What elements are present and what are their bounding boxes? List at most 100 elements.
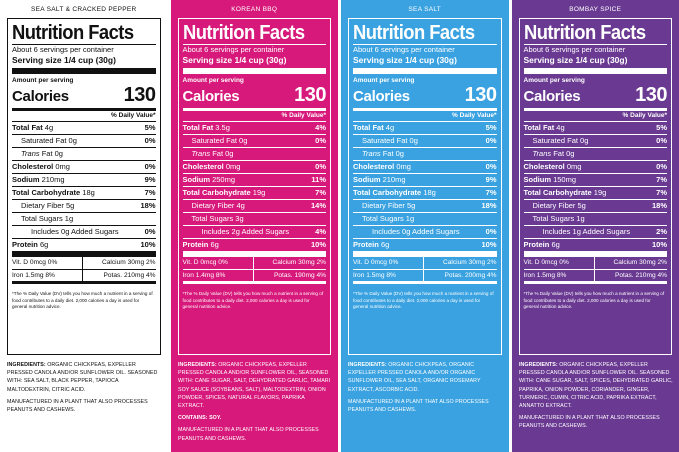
added-sugars-row: Includes 0g Added Sugars 0% (12, 225, 156, 238)
saturated-fat-row: Saturated Fat 0g 0% (353, 134, 497, 147)
calcium: Calcium 30mg 2% (423, 257, 497, 269)
nutrient-label: Sodium (12, 174, 40, 184)
serving-size: Serving size 1/4 cup (30g) (353, 55, 457, 65)
trans-label: Trans (532, 148, 552, 158)
nutrient-label: Total Fat (523, 122, 555, 132)
facility-statement: MANUFACTURED IN A PLANT THAT ALSO PROCES… (518, 415, 660, 430)
panel-sea-salt-cracked-pepper: SEA SALT & CRACKED PEPPER Nutrition Fact… (0, 0, 168, 452)
sugars-row: Total Sugars 1g (523, 212, 667, 225)
nutrient-label: Protein (12, 239, 38, 249)
calories-label: Calories (353, 88, 410, 105)
nutrient-label: Dietary Fiber 5g (21, 200, 75, 210)
nutrient-label: Sodium (182, 174, 211, 184)
vitamins-row-2: Iron 1.5mg 8% Potas. 200mg 4% (353, 269, 497, 281)
nutrient-label: Fat 0g (551, 148, 575, 158)
nutrient-label: Protein (182, 239, 209, 249)
sodium-row: Sodium 150mg 7% (523, 173, 667, 186)
serving-size: Serving size 1/4 cup (30g) (182, 55, 287, 65)
amount-per-serving: Amount per serving (353, 77, 415, 84)
nutrient-label: Saturated Fat 0g (21, 135, 77, 145)
vitamins-row-1: Vit. D 0mcg 0% Calcium 30mg 2% (524, 257, 667, 269)
calories-row: Calories 130 (183, 85, 327, 105)
nutrient-label: Total Sugars 1g (532, 213, 585, 223)
panel-korean-bbq: KOREAN BBQ Nutrition Facts About 6 servi… (170, 0, 338, 452)
nutrient-label: Dietary Fiber 5g (532, 200, 586, 210)
calcium: Calcium 30mg 2% (82, 257, 156, 269)
nutrient-dv: 0% (315, 135, 326, 145)
iron: Iron 1.5mg 8% (12, 272, 55, 279)
vitamins-row-2: Iron 1.5mg 8% Potas. 210mg 4% (12, 269, 156, 281)
ingredients-block: INGREDIENTS: ORGANIC CHICKPEAS, EXPELLER… (178, 361, 332, 443)
ingredients-text: ORGANIC CHICKPEAS, ORGANIC EXPELLER PRES… (348, 362, 481, 393)
ingredients-block: INGREDIENTS: ORGANIC CHICKPEAS, ORGANIC … (348, 361, 502, 414)
ingredients-text: ORGANIC CHICKPEAS, EXPELLER PRESSED CANO… (7, 362, 158, 393)
daily-value-header: % Daily Value* (452, 112, 497, 119)
fiber-row: Dietary Fiber 5g 18% (353, 199, 497, 212)
protein-row: Protein 6g 10% (523, 238, 667, 251)
nutrient-dv: 9% (485, 174, 497, 184)
nutrient-dv: 0% (485, 135, 497, 145)
nutrition-facts-title: Nutrition Facts (353, 22, 475, 44)
potassium: Potas. 210mg 4% (82, 270, 156, 281)
nutrient-dv: 5% (485, 122, 497, 132)
ingredients-block: INGREDIENTS: ORGANIC CHICKPEAS, EXPELLER… (7, 361, 161, 414)
vitamin-d: Vit. D 0mcg 0% (12, 259, 58, 266)
nutrient-label: Cholesterol (182, 161, 224, 171)
protein-row: Protein 6g 10% (182, 238, 326, 251)
facility-statement: MANUFACTURED IN A PLANT THAT ALSO PROCES… (348, 398, 489, 414)
nutrient-amount: 210mg (382, 174, 406, 184)
calories-value: 130 (464, 84, 497, 106)
nutrient-label: Protein (353, 239, 379, 249)
nutrient-amount: 0mg (566, 161, 582, 171)
sodium-row: Sodium 210mg 9% (12, 173, 156, 186)
nutrient-dv: 10% (310, 239, 326, 249)
iron: Iron 1.5mg 8% (523, 272, 567, 279)
amount-per-serving: Amount per serving (523, 77, 585, 84)
nutrient-dv: 18% (481, 200, 497, 210)
vitamin-d: Vit. D 0mcg 0% (353, 259, 399, 266)
carbohydrate-row: Total Carbohydrate 18g 7% (12, 186, 156, 199)
cholesterol-row: Cholesterol 0mg 0% (353, 160, 497, 173)
saturated-fat-row: Saturated Fat 0g 0% (523, 134, 667, 147)
carbohydrate-row: Total Carbohydrate 19g 7% (182, 186, 326, 199)
potassium: Potas. 200mg 4% (423, 270, 497, 281)
nutrient-label: Total Sugars 3g (191, 213, 244, 223)
nutrient-label: Total Fat (182, 122, 214, 132)
nutrient-amount: 4g (44, 122, 54, 132)
nutrient-dv: 0% (315, 161, 326, 171)
vitamins-row-2: Iron 1.5mg 8% Potas. 210mg 4% (523, 269, 667, 281)
calories-label: Calories (12, 88, 69, 105)
nutrition-facts-label: Nutrition Facts About 6 servings per con… (518, 18, 672, 355)
potassium: Potas. 210mg 4% (593, 270, 667, 281)
nutrient-dv: 7% (315, 187, 326, 197)
sugars-row: Total Sugars 1g (12, 212, 156, 225)
nutrition-facts-title: Nutrition Facts (523, 22, 646, 44)
nutrition-facts-title: Nutrition Facts (12, 22, 134, 44)
nutrient-dv: 5% (656, 122, 667, 132)
nutrient-amount: 210mg (41, 174, 65, 184)
ingredients-block: INGREDIENTS: ORGANIC CHICKPEAS, EXPELLER… (519, 361, 673, 431)
nutrient-label: Cholesterol (523, 161, 565, 171)
nutrient-dv: 10% (651, 239, 667, 249)
added-sugars-row: Includes 2g Added Sugars 4% (182, 225, 326, 238)
nutrient-label: Protein (523, 239, 550, 249)
nutrient-dv: 0% (144, 161, 156, 171)
panel-sea-salt: SEA SALT Nutrition Facts About 6 serving… (341, 0, 509, 452)
fiber-row: Dietary Fiber 5g 18% (523, 199, 667, 212)
fiber-row: Dietary Fiber 4g 14% (182, 199, 326, 212)
flavor-name: SEA SALT & CRACKED PEPPER (30, 6, 137, 13)
nutrient-label: Total Carbohydrate (182, 187, 251, 197)
daily-value-footnote: *The % Daily Value (DV) tells you how mu… (353, 291, 494, 309)
nutrient-label: Includes 2g Added Sugars (201, 226, 290, 236)
trans-label: Trans (191, 148, 211, 158)
nutrient-dv: 9% (144, 174, 156, 184)
iron: Iron 1.4mg 8% (182, 272, 226, 279)
ingredients-label: INGREDIENTS: (348, 362, 387, 368)
facility-statement: MANUFACTURED IN A PLANT THAT ALSO PROCES… (7, 398, 148, 414)
nutrient-amount: 4g (556, 122, 565, 132)
serving-size: Serving size 1/4 cup (30g) (12, 55, 116, 65)
nutrient-amount: 18g (423, 187, 436, 197)
protein-row: Protein 6g 10% (353, 238, 497, 251)
nutrient-dv: 0% (656, 135, 667, 145)
calories-row: Calories 130 (353, 85, 497, 105)
